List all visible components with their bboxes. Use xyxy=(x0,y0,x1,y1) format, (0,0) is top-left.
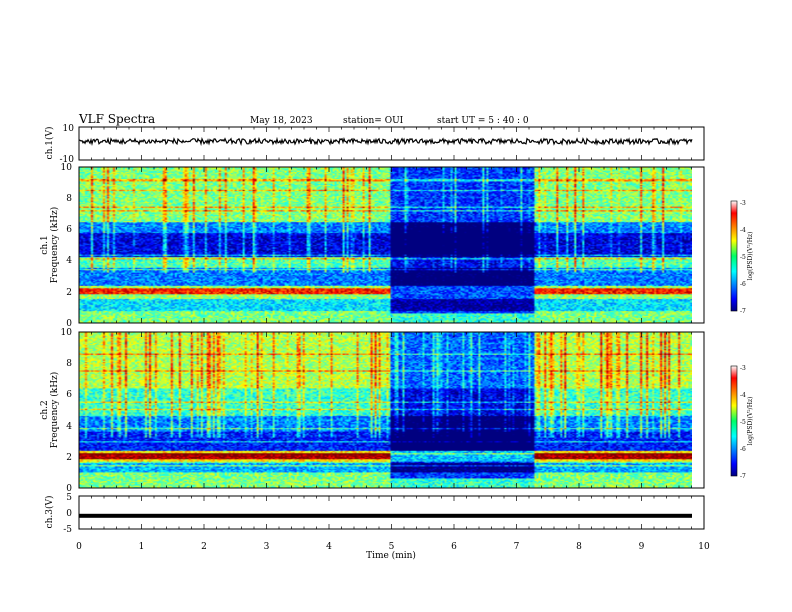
colorbar-tick: -5 xyxy=(740,254,746,261)
ch1-spectrogram xyxy=(79,167,692,323)
ch3v-ytick: 0 xyxy=(66,509,72,519)
x-axis-label: Time (min) xyxy=(366,550,416,561)
colorbar-tick: -6 xyxy=(740,281,746,288)
ch1-spectrogram-panel: 10 8 6 4 2 0 ch.1 Frequency (kHz) xyxy=(40,163,705,329)
start-time-label: start UT = 5 : 40 : 0 xyxy=(437,116,529,126)
xtick-label: 2 xyxy=(201,542,207,552)
xtick-label: 9 xyxy=(639,542,645,552)
xtick-label: 0 xyxy=(76,542,82,552)
spec2-ytick: 8 xyxy=(66,359,72,369)
spec2-ytick: 4 xyxy=(66,422,72,432)
spec1-ytick: 4 xyxy=(66,256,72,266)
colorbar-tick: -5 xyxy=(740,419,746,426)
spec2-ytick: 10 xyxy=(61,328,73,338)
date-label: May 18, 2023 xyxy=(250,116,313,126)
x-axis: 0 1 2 3 4 5 6 7 8 9 10 Time (min) xyxy=(76,542,710,561)
colorbar-label: log(PSD)(V²/Hz) xyxy=(747,232,754,281)
ch3-voltage-trace xyxy=(79,513,692,518)
spec1-ylabel-frequency: Frequency (kHz) xyxy=(49,207,60,284)
ch3v-ytick: 5 xyxy=(66,493,72,503)
xtick-label: 8 xyxy=(576,542,582,552)
figure-title: VLF Spectra xyxy=(78,112,155,126)
spec2-ytick: 2 xyxy=(66,453,72,463)
colorbar-tick: -4 xyxy=(740,227,746,234)
colorbar-tick: -3 xyxy=(740,365,746,372)
colorbar-ch2: -3 -4 -5 -6 -7 log(PSD)(V²/Hz) xyxy=(730,365,754,480)
ch3-voltage-panel: 5 0 -5 ch.3(V) xyxy=(44,493,705,535)
xtick-label: 7 xyxy=(514,542,520,552)
xtick-label: 3 xyxy=(264,542,270,552)
spec2-ytick: 6 xyxy=(66,390,72,400)
spec2-yticks: 10 8 6 4 2 0 xyxy=(61,328,73,494)
xtick-label: 10 xyxy=(698,542,710,552)
spec1-ytick: 0 xyxy=(66,319,72,329)
colorbar-label: log(PSD)(V²/Hz) xyxy=(747,397,754,446)
colorbar-tick: -4 xyxy=(740,392,746,399)
spec1-ylabel-channel: ch.1 xyxy=(40,235,50,254)
xtick-label: 1 xyxy=(139,542,145,552)
ch1-voltage-trace xyxy=(78,136,693,147)
colorbar-tick: -7 xyxy=(740,473,746,480)
xtick-label: 4 xyxy=(326,542,332,552)
colorbar-tick: -3 xyxy=(740,200,746,207)
axis-tick-marks xyxy=(78,127,705,529)
spec1-ytick: 2 xyxy=(66,288,72,298)
spec1-ytick: 8 xyxy=(66,194,72,204)
station-label: station= OUI xyxy=(343,116,404,126)
colorbar-tick: -6 xyxy=(740,446,746,453)
spec1-ytick: 10 xyxy=(61,163,73,173)
ch1v-ytick-top: 10 xyxy=(63,124,75,134)
xtick-label: 6 xyxy=(451,542,457,552)
ch2-spectrogram-panel: 10 8 6 4 2 0 ch.2 Frequency (kHz) xyxy=(40,328,705,494)
spec2-ylabel-frequency: Frequency (kHz) xyxy=(49,372,60,449)
spec1-yticks: 10 8 6 4 2 0 xyxy=(61,163,73,329)
ch1v-ytick-bottom: -10 xyxy=(60,155,75,165)
ch1-voltage-panel: 10 -10 ch.1(V) xyxy=(44,124,705,165)
ch1v-ylabel: ch.1(V) xyxy=(44,127,55,160)
colorbar-tick: -7 xyxy=(740,308,746,315)
spec2-ylabel-channel: ch.2 xyxy=(40,400,50,419)
spec2-ytick: 0 xyxy=(66,484,72,494)
ch3v-ylabel: ch.3(V) xyxy=(44,496,55,529)
xtick-label: 5 xyxy=(389,542,395,552)
ch3v-ytick: -5 xyxy=(63,525,72,535)
spec1-ytick: 6 xyxy=(66,225,72,235)
colorbar-ch1: -3 -4 -5 -6 -7 log(PSD)(V²/Hz) xyxy=(730,200,754,315)
ch2-spectrogram xyxy=(79,332,692,488)
